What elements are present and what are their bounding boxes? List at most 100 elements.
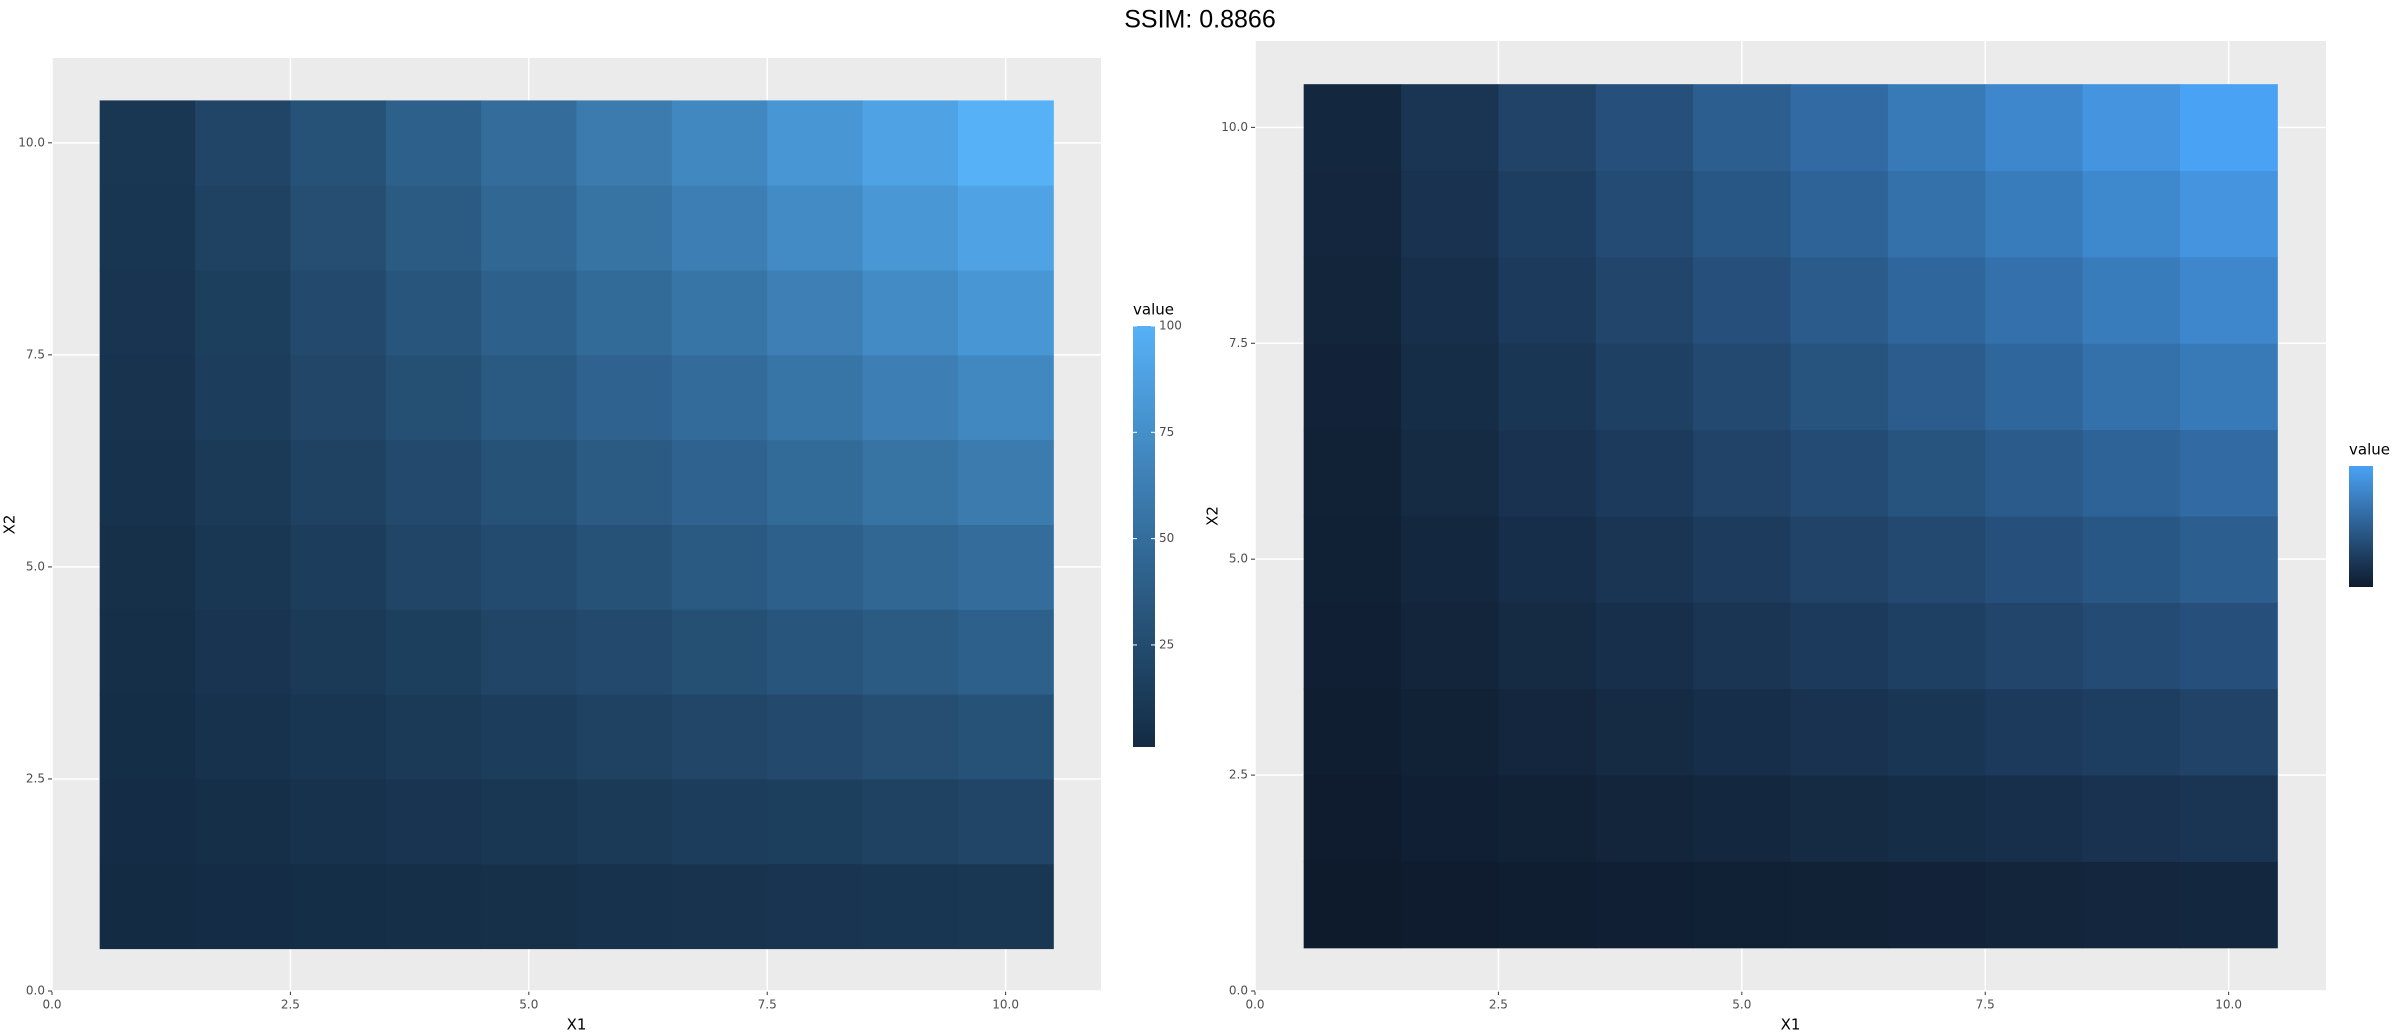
heat-tile [481, 778, 577, 865]
heat-tile [671, 609, 768, 695]
heat-tile [1303, 688, 1402, 776]
heat-tile [1303, 256, 1402, 344]
heat-tile [1693, 775, 1791, 862]
heat-tile [99, 863, 196, 950]
heat-tile [1595, 516, 1694, 603]
heat-tile [99, 439, 196, 525]
heat-tile [195, 863, 291, 950]
legend-title: value [1133, 301, 1174, 319]
heat-tile [99, 694, 196, 780]
heat-tile [671, 694, 768, 780]
heat-tile [1790, 256, 1889, 344]
heat-tile [767, 863, 864, 950]
heat-tile [2082, 170, 2181, 258]
x-tick-label: 5.0 [519, 998, 538, 1012]
heat-tile [1303, 516, 1402, 603]
heat-tile [290, 778, 387, 865]
heat-tile [2179, 256, 2278, 344]
heat-tile [195, 524, 291, 610]
heat-tile [957, 100, 1054, 186]
heat-tile [2082, 688, 2181, 776]
heat-tile [99, 609, 196, 695]
heat-tile [1985, 84, 2084, 172]
heat-tile [195, 694, 291, 780]
heat-tile [1693, 256, 1791, 344]
heat-tile [2082, 602, 2181, 690]
heat-tile [1498, 861, 1597, 949]
x-tick-label: 2.5 [281, 998, 300, 1012]
heat-tile [957, 863, 1054, 950]
y-axis-title: X2 [1, 515, 19, 535]
heat-tile [481, 863, 577, 950]
heat-tile [1498, 775, 1597, 862]
heat-tile [481, 270, 577, 356]
legend-title: value [2349, 441, 2390, 459]
x-tick-label: 5.0 [1732, 998, 1751, 1012]
heat-tile [195, 778, 291, 865]
x-tick-label: 0.0 [1245, 998, 1264, 1012]
heat-tile [862, 609, 959, 695]
heat-tile [385, 100, 482, 186]
heat-tile [1887, 256, 1986, 344]
heat-tile [1693, 84, 1791, 172]
heat-tile [1985, 688, 2084, 776]
heat-tile [2179, 84, 2278, 172]
heat-tile [1790, 516, 1889, 603]
heat-tile [2082, 343, 2181, 431]
y-tick-label: 7.5 [26, 347, 45, 361]
heat-tile [1790, 343, 1889, 431]
y-tick-label: 2.5 [26, 771, 45, 785]
heat-tile [2179, 516, 2278, 603]
heat-tile [290, 524, 387, 610]
heat-tile [1887, 84, 1986, 172]
heat-tile [767, 185, 864, 271]
heat-tile [1790, 429, 1889, 517]
heat-tile [195, 270, 291, 356]
heat-tile [385, 609, 482, 695]
heat-tile [576, 694, 673, 780]
heat-tile [957, 778, 1054, 865]
heat-tile [576, 609, 673, 695]
heat-tile [671, 354, 768, 441]
y-tick-label: 10.0 [1221, 120, 1248, 134]
heat-tile [576, 863, 673, 950]
y-tick-label: 2.5 [1229, 768, 1248, 782]
heat-tile [767, 100, 864, 186]
heat-tile [481, 524, 577, 610]
heat-tile [1498, 688, 1597, 776]
heat-tile [1790, 861, 1889, 949]
heat-tile [99, 524, 196, 610]
heat-tile [99, 185, 196, 271]
heat-tile [1595, 775, 1694, 862]
heat-tile [1401, 602, 1499, 690]
heat-tile [481, 609, 577, 695]
y-tick-label: 0.0 [26, 984, 45, 998]
heat-tile [671, 439, 768, 525]
heat-tile [385, 185, 482, 271]
heat-tile [957, 185, 1054, 271]
heat-tile [671, 185, 768, 271]
heat-tile [2082, 861, 2181, 949]
heat-tile [1790, 688, 1889, 776]
heat-tile [1790, 84, 1889, 172]
heat-tile [1887, 429, 1986, 517]
heat-tile [576, 100, 673, 186]
heat-tile [1887, 861, 1986, 949]
heat-tile [1887, 775, 1986, 862]
heat-tile [290, 100, 387, 186]
x-tick-label: 0.0 [42, 998, 61, 1012]
x-axis-title: X1 [567, 1016, 587, 1034]
heat-tile [1595, 861, 1694, 949]
heat-tile [957, 354, 1054, 441]
heat-tile [1303, 861, 1402, 949]
heat-tile [2179, 602, 2278, 690]
heat-tile [1498, 516, 1597, 603]
heat-tile [767, 354, 864, 441]
heat-tile [1693, 343, 1791, 431]
heat-tile [1303, 602, 1402, 690]
heat-tile [767, 270, 864, 356]
heat-tile [1303, 343, 1402, 431]
heat-tile [957, 609, 1054, 695]
x-tick-label: 7.5 [758, 998, 777, 1012]
heat-tile [957, 694, 1054, 780]
